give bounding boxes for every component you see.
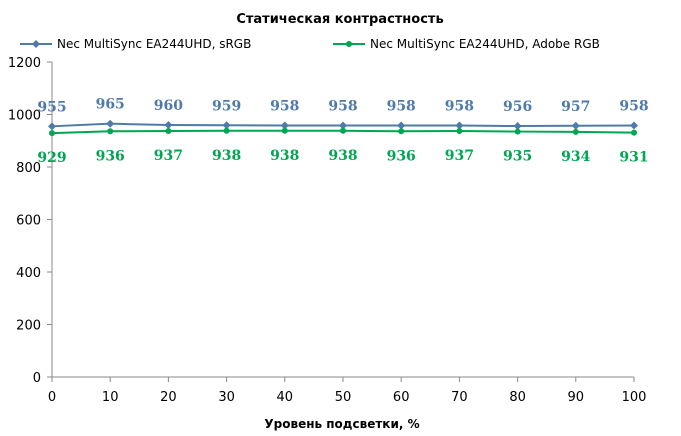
series-point (48, 122, 56, 131)
data-label: 958 (328, 99, 357, 115)
series-point (106, 119, 115, 128)
x-tick-label: 70 (451, 390, 468, 405)
x-tick-label: 90 (568, 390, 585, 405)
data-label: 936 (96, 148, 125, 164)
data-label: 929 (37, 150, 66, 166)
series-point (107, 128, 114, 135)
data-label: 958 (445, 99, 474, 115)
data-label: 936 (387, 148, 416, 164)
y-tick-label: 200 (16, 319, 41, 334)
x-tick-label: 100 (622, 390, 647, 405)
series-point (49, 130, 55, 137)
data-label: 934 (561, 149, 590, 165)
series-point (513, 122, 522, 131)
series-point (165, 128, 172, 135)
series-point (281, 127, 288, 134)
data-label: 958 (619, 99, 648, 115)
data-label: 937 (445, 148, 474, 164)
series-point (571, 121, 580, 130)
data-label: 957 (561, 99, 590, 115)
data-label: 956 (503, 99, 532, 115)
x-tick-label: 40 (277, 390, 294, 405)
series-point (398, 128, 405, 135)
series-point (631, 129, 637, 136)
legend-label: Nec MultiSync EA244UHD, Adobe RGB (370, 37, 600, 51)
data-label: 938 (270, 148, 299, 164)
series-point (397, 121, 406, 130)
y-tick-label: 600 (16, 214, 41, 229)
chart-title: Статическая контрастность (236, 12, 443, 27)
series-point (223, 127, 230, 134)
data-label: 935 (503, 149, 532, 165)
x-tick-label: 50 (335, 390, 352, 405)
series-point (455, 121, 464, 130)
x-tick-label: 30 (218, 390, 235, 405)
x-axis-label: Уровень подсветки, % (264, 417, 419, 431)
y-tick-label: 1200 (8, 56, 41, 71)
series-point (572, 128, 579, 135)
data-label: 958 (387, 99, 416, 115)
x-tick-label: 0 (48, 390, 56, 405)
series-point (630, 121, 638, 130)
data-label: 955 (37, 99, 66, 115)
y-tick-label: 800 (16, 161, 41, 176)
series-point (222, 121, 231, 130)
x-tick-label: 60 (393, 390, 410, 405)
axes: 0 200 400 600 800 1000 1200 0 10 20 30 40 50 60 70 80 90… (8, 56, 647, 405)
y-tick-label: 400 (16, 266, 41, 281)
series-point (164, 121, 173, 129)
data-label: 937 (154, 148, 183, 164)
data-label: 938 (328, 148, 357, 164)
legend-swatch-marker (346, 41, 352, 47)
data-label: 960 (154, 98, 183, 114)
legend-label: Nec MultiSync EA244UHD, sRGB (57, 37, 251, 51)
series-point (280, 121, 289, 130)
data-label: 931 (619, 150, 648, 166)
series-point (340, 127, 346, 134)
y-tick-label: 0 (33, 371, 41, 386)
series-point (514, 128, 521, 135)
series-point (456, 128, 463, 135)
data-label: 959 (212, 98, 241, 114)
legend: Nec MultiSync EA244UHD, sRGB Nec MultiSyn… (20, 37, 600, 51)
x-tick-label: 10 (102, 390, 119, 405)
series-point (339, 121, 347, 130)
data-labels: 955 965 960 959 958 958 958 958 956 957 958 929 936 9… (37, 97, 648, 166)
x-tick-label: 80 (509, 390, 526, 405)
x-tick-label: 20 (160, 390, 177, 405)
y-tick-label: 1000 (8, 109, 41, 124)
data-label: 938 (212, 148, 241, 164)
data-label: 965 (96, 97, 125, 113)
series-layer (48, 119, 638, 137)
data-label: 958 (270, 99, 299, 115)
legend-swatch-marker (32, 40, 40, 48)
